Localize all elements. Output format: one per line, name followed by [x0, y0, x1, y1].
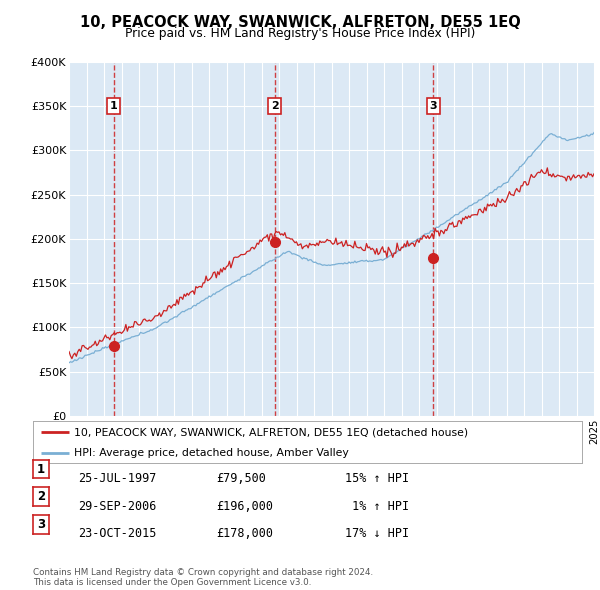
- Text: 1: 1: [110, 101, 118, 111]
- Text: 10, PEACOCK WAY, SWANWICK, ALFRETON, DE55 1EQ: 10, PEACOCK WAY, SWANWICK, ALFRETON, DE5…: [80, 15, 520, 30]
- Text: £178,000: £178,000: [216, 527, 273, 540]
- Text: 2: 2: [271, 101, 278, 111]
- Text: 25-JUL-1997: 25-JUL-1997: [78, 472, 157, 485]
- Text: 10, PEACOCK WAY, SWANWICK, ALFRETON, DE55 1EQ (detached house): 10, PEACOCK WAY, SWANWICK, ALFRETON, DE5…: [74, 427, 469, 437]
- Text: HPI: Average price, detached house, Amber Valley: HPI: Average price, detached house, Ambe…: [74, 448, 349, 457]
- Text: 15% ↑ HPI: 15% ↑ HPI: [345, 472, 409, 485]
- Text: 29-SEP-2006: 29-SEP-2006: [78, 500, 157, 513]
- Text: 23-OCT-2015: 23-OCT-2015: [78, 527, 157, 540]
- Text: 2: 2: [37, 490, 45, 503]
- Text: This data is licensed under the Open Government Licence v3.0.: This data is licensed under the Open Gov…: [33, 578, 311, 587]
- Text: 1: 1: [37, 463, 45, 476]
- Text: 3: 3: [37, 518, 45, 531]
- Text: £79,500: £79,500: [216, 472, 266, 485]
- Text: 1% ↑ HPI: 1% ↑ HPI: [345, 500, 409, 513]
- Text: £196,000: £196,000: [216, 500, 273, 513]
- Text: 17% ↓ HPI: 17% ↓ HPI: [345, 527, 409, 540]
- Text: Contains HM Land Registry data © Crown copyright and database right 2024.: Contains HM Land Registry data © Crown c…: [33, 568, 373, 577]
- Text: Price paid vs. HM Land Registry's House Price Index (HPI): Price paid vs. HM Land Registry's House …: [125, 27, 475, 40]
- Text: 3: 3: [430, 101, 437, 111]
